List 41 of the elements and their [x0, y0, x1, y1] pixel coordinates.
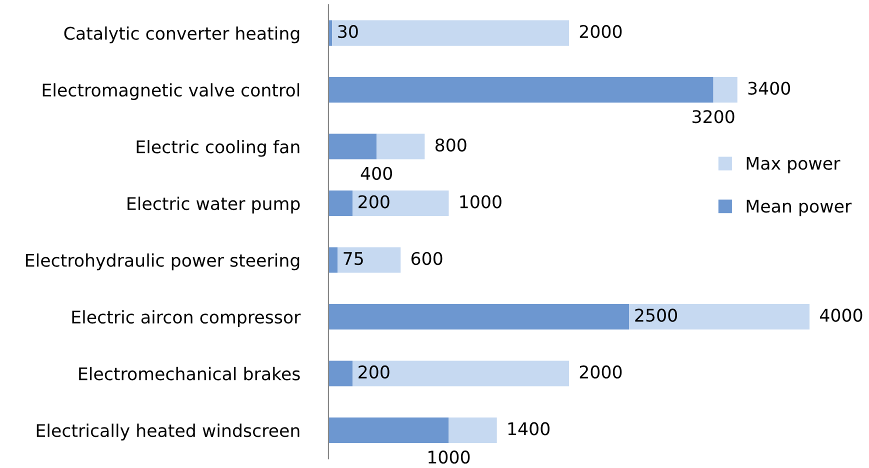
- bar: [352, 360, 570, 386]
- bar: [352, 190, 449, 216]
- y-tick-label: Electric water pump: [128, 196, 300, 214]
- total-label: 2000: [580, 24, 622, 38]
- y-tick-label: Electrically heated windscreen: [36, 424, 300, 440]
- y-tick-label: Electrohydraulic power steering: [26, 253, 300, 270]
- y-tick-label: Electromechanical brakes: [79, 366, 300, 380]
- total-label: 4000: [820, 308, 862, 322]
- bar: [629, 304, 810, 330]
- total-label: 1000: [460, 195, 502, 208]
- data-label: 400: [360, 166, 392, 180]
- total-label: 2000: [580, 365, 622, 379]
- data-label: 75: [344, 252, 363, 266]
- bar: [448, 418, 497, 444]
- bar: [328, 304, 630, 330]
- bar: [328, 190, 353, 216]
- bar: [332, 20, 570, 46]
- bar: [338, 247, 401, 273]
- data-label: 1000: [428, 450, 470, 464]
- bar: [328, 418, 449, 444]
- data-label: 200: [358, 365, 390, 379]
- data-label: 200: [358, 195, 390, 208]
- bar: [376, 134, 425, 160]
- bar: [328, 134, 377, 160]
- bar: [713, 77, 738, 103]
- legend-label: Max power: [746, 156, 840, 174]
- y-tick-label: Electric cooling fan: [136, 140, 300, 157]
- legend-label: Mean power: [746, 200, 852, 216]
- total-label: 3400: [748, 82, 790, 95]
- data-label: 30: [338, 24, 358, 38]
- y-tick-label: Electric aircon compressor: [72, 310, 301, 327]
- bar: [328, 247, 338, 273]
- bar: [328, 77, 714, 103]
- y-tick-label: Electromagnetic valve control: [42, 83, 300, 100]
- data-label: 2500: [635, 308, 677, 322]
- data-label: 3200: [692, 110, 734, 124]
- total-label: 1400: [508, 422, 550, 436]
- total-label: 600: [411, 252, 442, 266]
- y-tick-label: Catalytic converter heating: [64, 26, 300, 44]
- bar: [328, 360, 353, 386]
- total-label: 800: [435, 138, 466, 152]
